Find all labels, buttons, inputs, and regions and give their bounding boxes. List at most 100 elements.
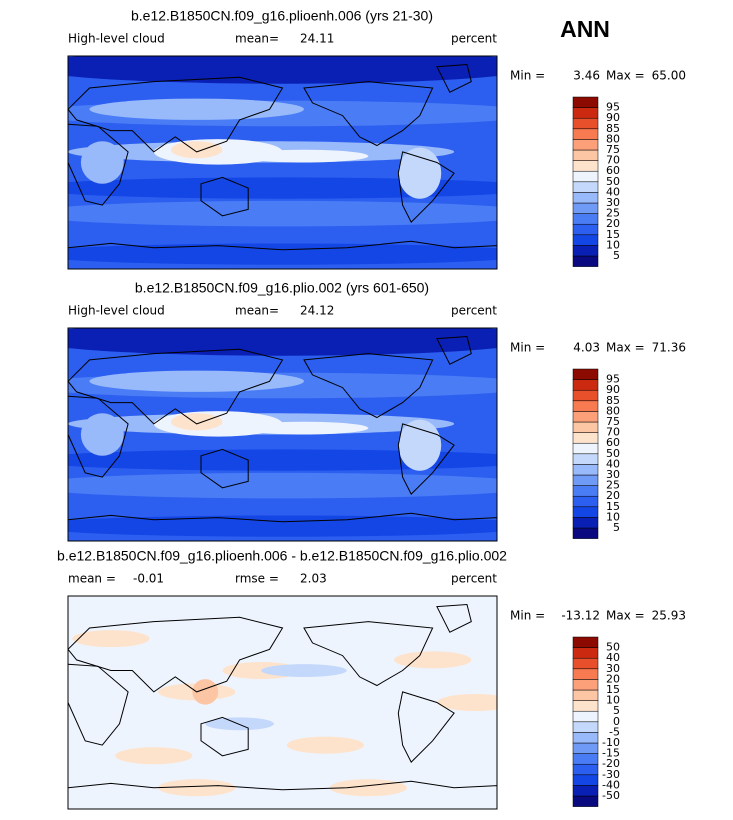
- units-label: percent: [451, 572, 497, 586]
- colorbar-label: 15: [606, 228, 620, 241]
- colorbar-label: 50: [606, 447, 620, 460]
- colorbar-label: 70: [606, 154, 620, 167]
- coastline: [68, 240, 497, 269]
- colorbar-label: 90: [606, 111, 620, 124]
- max-value: 65.00: [652, 69, 686, 83]
- map: [67, 327, 498, 542]
- max-label: Max =: [606, 69, 645, 83]
- colorbar-label: 80: [606, 132, 620, 145]
- colorbar-label: -30: [602, 768, 620, 781]
- colorbar-box: [572, 785, 599, 797]
- field-patch: [68, 56, 497, 84]
- coastline: [397, 151, 455, 223]
- colorbar-box: [572, 139, 599, 151]
- colorbar-label: 20: [606, 672, 620, 685]
- colorbar-label: -50: [602, 789, 620, 802]
- colorbar-label: 20: [606, 489, 620, 502]
- colorbar-box: [572, 368, 599, 380]
- coastline: [68, 780, 497, 809]
- panel-title: b.e12.B1850CN.f09_g16.plioenh.006 (yrs 2…: [131, 8, 433, 24]
- field-patch: [170, 141, 223, 159]
- colorbar-label: 10: [606, 510, 620, 523]
- colorbar-box: [572, 128, 599, 140]
- colorbar-label: 5: [613, 704, 620, 717]
- colorbar-box: [572, 636, 599, 648]
- field-patch: [68, 472, 497, 499]
- field-patch: [68, 449, 497, 471]
- stat-value: 24.11: [300, 32, 334, 46]
- colorbar-label: 10: [606, 694, 620, 707]
- coastline: [303, 353, 434, 419]
- variable-label: High-level cloud: [68, 32, 165, 46]
- panel-title: b.e12.B1850CN.f09_g16.plioenh.006 - b.e1…: [57, 548, 507, 564]
- colorbar-box: [572, 689, 599, 701]
- coastline: [68, 76, 284, 153]
- colorbar-label: 90: [606, 383, 620, 396]
- field: [68, 56, 497, 269]
- coastline: [397, 691, 455, 763]
- field-patch: [68, 177, 497, 199]
- colorbar-label: 25: [606, 207, 620, 220]
- max-label: Max =: [606, 609, 645, 623]
- colorbar-box: [572, 679, 599, 691]
- colorbar-label: -5: [609, 725, 620, 738]
- field-patch: [239, 149, 369, 163]
- coastline: [303, 621, 434, 687]
- max-value: 71.36: [652, 341, 686, 355]
- map-frame: [67, 55, 498, 270]
- colorbar-box: [572, 107, 599, 119]
- colorbar-box: [572, 742, 599, 754]
- colorbar-box: [572, 763, 599, 776]
- coastline: [68, 123, 129, 206]
- colorbar-box: [572, 517, 599, 529]
- colorbar-box: [572, 774, 599, 786]
- colorbar-box: [572, 657, 599, 670]
- colorbar-label: 40: [606, 457, 620, 470]
- colorbar-box: [572, 160, 599, 172]
- coastline: [200, 448, 249, 489]
- variable-label: High-level cloud: [68, 304, 165, 318]
- colorbar-label: 30: [606, 468, 620, 481]
- min-label: Min =: [510, 69, 545, 83]
- max-value: 25.93: [652, 609, 686, 623]
- field-patch: [89, 98, 304, 120]
- colorbar-label: -15: [602, 747, 620, 760]
- colorbar-box: [572, 506, 599, 518]
- colorbar-label: 85: [606, 394, 620, 407]
- stat-label: rmse =: [235, 572, 279, 586]
- colorbar-label: 25: [606, 479, 620, 492]
- colorbar-box: [572, 389, 599, 402]
- field-patch: [436, 693, 497, 712]
- colorbar-label: -20: [602, 757, 620, 770]
- map: [67, 595, 498, 810]
- colorbar-box: [572, 213, 599, 225]
- colorbar-label: 10: [606, 238, 620, 251]
- colorbar-box: [572, 527, 599, 539]
- stat-label: mean=: [235, 32, 279, 46]
- field-patch: [170, 413, 223, 431]
- colorbar-box: [572, 721, 599, 733]
- colorbar-box: [572, 181, 599, 193]
- colorbar-label: 60: [606, 164, 620, 177]
- field-patch: [261, 664, 347, 677]
- field-patch: [286, 736, 365, 754]
- map-frame: [67, 327, 498, 542]
- colorbar-box: [572, 795, 599, 807]
- field-patch: [158, 779, 236, 797]
- field: [68, 328, 497, 541]
- field-patch: [68, 243, 497, 265]
- field: [68, 596, 497, 809]
- colorbar-label: 0: [613, 715, 620, 728]
- colorbar-label: 75: [606, 143, 620, 156]
- colorbar-box: [572, 453, 599, 465]
- coastline: [68, 395, 129, 478]
- colorbar-box: [572, 400, 599, 412]
- colorbar-box: [572, 223, 599, 236]
- coastline: [397, 423, 455, 495]
- field-patch: [68, 515, 497, 537]
- colorbar-label: 85: [606, 122, 620, 135]
- coastline: [200, 176, 249, 217]
- colorbar-box: [572, 710, 599, 723]
- coastline: [68, 616, 284, 693]
